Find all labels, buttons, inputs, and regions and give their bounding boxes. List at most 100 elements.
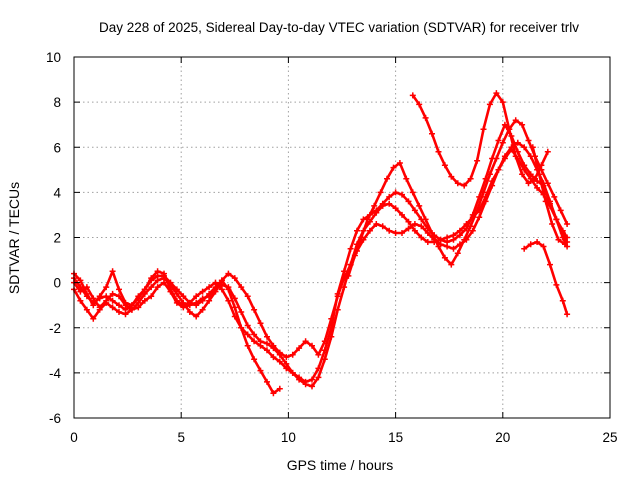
data-point bbox=[83, 306, 90, 313]
data-point bbox=[386, 227, 393, 234]
series-8 bbox=[529, 144, 568, 248]
data-point bbox=[103, 284, 110, 291]
data-point bbox=[270, 390, 277, 397]
data-point bbox=[519, 121, 526, 128]
data-point bbox=[512, 117, 519, 124]
data-point bbox=[206, 284, 213, 291]
data-point bbox=[555, 236, 562, 243]
data-point bbox=[276, 358, 283, 365]
data-point bbox=[379, 223, 386, 230]
data-point bbox=[364, 216, 371, 223]
data-point bbox=[467, 175, 474, 182]
data-point bbox=[506, 126, 513, 133]
data-point bbox=[173, 286, 180, 293]
data-point bbox=[559, 297, 566, 304]
data-point bbox=[373, 221, 380, 227]
data-point bbox=[264, 340, 270, 347]
data-point bbox=[437, 236, 444, 243]
data-point bbox=[418, 234, 425, 241]
data-point bbox=[315, 374, 322, 381]
data-point bbox=[538, 162, 545, 169]
data-point bbox=[264, 378, 270, 385]
y-tick-label: 2 bbox=[53, 231, 61, 246]
data-point bbox=[251, 338, 258, 345]
data-point bbox=[218, 277, 225, 284]
data-point bbox=[116, 293, 122, 300]
series-5 bbox=[345, 117, 571, 279]
data-point bbox=[244, 322, 251, 329]
data-point bbox=[264, 347, 270, 354]
data-point bbox=[480, 126, 487, 133]
grid bbox=[74, 57, 610, 418]
data-point bbox=[476, 214, 483, 221]
x-tick-label: 20 bbox=[495, 430, 510, 445]
data-point bbox=[551, 193, 558, 200]
data-point bbox=[116, 302, 122, 309]
data-point bbox=[534, 184, 541, 191]
data-point bbox=[448, 261, 455, 268]
data-point bbox=[122, 306, 129, 313]
data-point bbox=[90, 315, 97, 322]
data-point bbox=[379, 202, 386, 209]
data-point bbox=[257, 320, 264, 327]
x-tick-label: 15 bbox=[388, 430, 403, 445]
data-point bbox=[386, 193, 393, 200]
x-tick-label: 0 bbox=[70, 430, 78, 445]
data-point bbox=[180, 304, 187, 311]
data-point bbox=[486, 171, 493, 178]
data-point bbox=[225, 270, 232, 277]
data-point bbox=[469, 227, 476, 234]
data-point bbox=[341, 284, 348, 291]
data-point bbox=[244, 293, 251, 300]
data-point bbox=[141, 286, 148, 293]
data-point bbox=[519, 171, 526, 178]
data-point bbox=[540, 243, 547, 250]
data-point bbox=[351, 252, 358, 259]
data-point bbox=[167, 279, 174, 286]
data-point bbox=[328, 333, 335, 340]
data-point bbox=[521, 245, 528, 252]
data-point bbox=[411, 207, 418, 214]
data-point bbox=[527, 241, 534, 248]
data-point bbox=[444, 243, 451, 250]
data-point bbox=[135, 304, 142, 311]
data-point bbox=[454, 250, 461, 257]
data-point bbox=[435, 243, 442, 250]
data-point bbox=[302, 338, 309, 345]
data-point bbox=[461, 236, 468, 243]
data-point bbox=[154, 272, 161, 279]
data-point bbox=[521, 144, 528, 151]
data-point bbox=[499, 139, 506, 146]
data-point bbox=[534, 239, 541, 245]
data-point bbox=[493, 90, 500, 97]
data-point bbox=[411, 227, 418, 234]
data-point bbox=[390, 164, 397, 171]
y-tick-label: 8 bbox=[53, 95, 61, 110]
data-point bbox=[416, 202, 423, 209]
data-point bbox=[411, 221, 418, 227]
series-line bbox=[72, 148, 569, 359]
data-point bbox=[77, 297, 84, 304]
data-point bbox=[309, 376, 315, 383]
data-point bbox=[441, 162, 448, 169]
data-point bbox=[77, 277, 84, 284]
series-line bbox=[522, 240, 569, 316]
data-point bbox=[454, 180, 461, 187]
data-point bbox=[529, 144, 536, 151]
data-point bbox=[90, 299, 97, 306]
data-point bbox=[193, 293, 200, 300]
data-point bbox=[521, 166, 528, 173]
data-point bbox=[231, 275, 238, 282]
data-point bbox=[180, 293, 187, 300]
series-4 bbox=[71, 272, 283, 397]
series-2 bbox=[71, 146, 571, 361]
data-point bbox=[309, 342, 315, 349]
data-point bbox=[525, 137, 532, 144]
data-point bbox=[141, 297, 148, 304]
data-point bbox=[103, 293, 110, 300]
data-point bbox=[296, 345, 303, 352]
data-point bbox=[435, 148, 442, 155]
data-point bbox=[373, 209, 380, 216]
data-point bbox=[371, 202, 378, 209]
data-point bbox=[416, 101, 423, 108]
